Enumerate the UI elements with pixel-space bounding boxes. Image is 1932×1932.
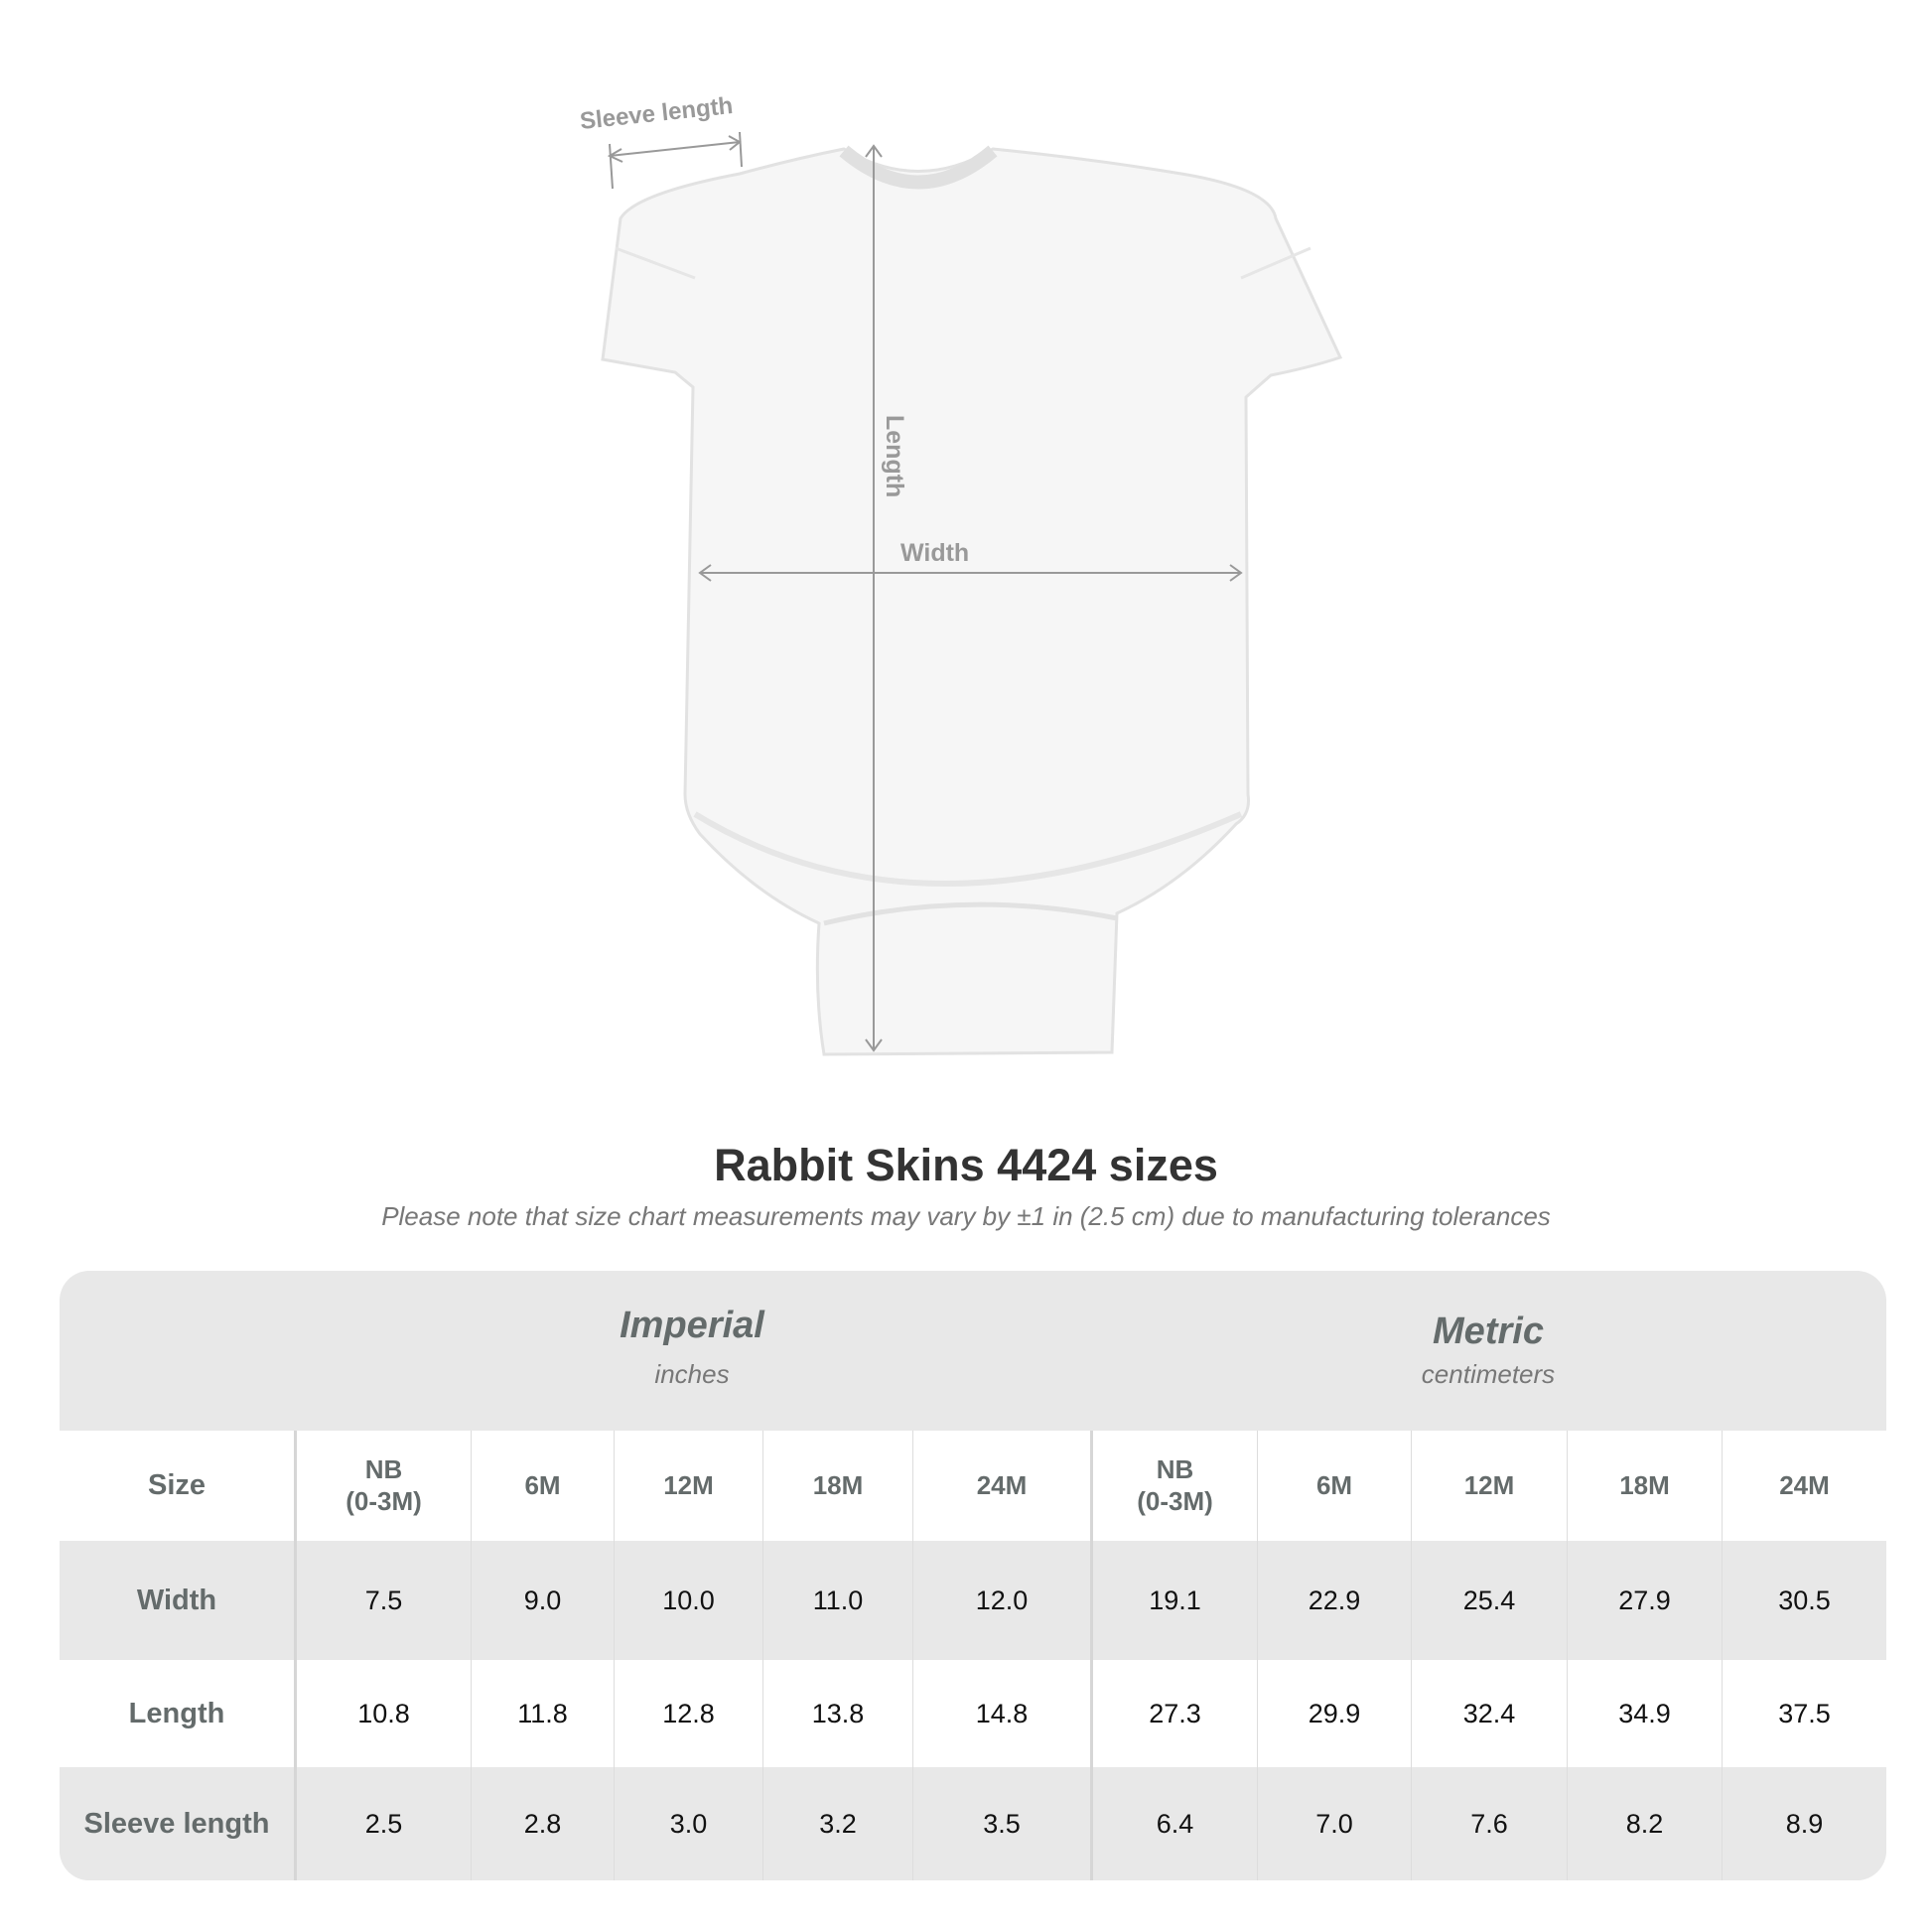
size-header-row: Size NB (0-3M) 6M 12M 18M 24M NB (0-3M) 6M 12M 18… <box>60 1431 1886 1541</box>
size-header-cell: 6M <box>1257 1431 1411 1541</box>
table-cell: 2.5 <box>294 1767 471 1880</box>
metric-title: Metric <box>1433 1311 1544 1352</box>
table-cell: 12.0 <box>912 1541 1090 1660</box>
size-header-cell: 6M <box>471 1431 614 1541</box>
table-cell: 10.8 <box>294 1660 471 1767</box>
table-cell: 7.6 <box>1411 1767 1567 1880</box>
table-cell: 25.4 <box>1411 1541 1567 1660</box>
table-cell: 34.9 <box>1567 1660 1722 1767</box>
imperial-header: Imperial inches <box>294 1271 1090 1431</box>
row-label: Length <box>128 1697 225 1729</box>
table-cell: 22.9 <box>1257 1541 1411 1660</box>
table-row-width: Width 7.5 9.0 10.0 11.0 12.0 19.1 22.9 25.4 27.9 3… <box>60 1541 1886 1660</box>
length-label: Length <box>881 415 908 497</box>
size-header-cell: 24M <box>912 1431 1090 1541</box>
table-cell: 32.4 <box>1411 1660 1567 1767</box>
page-title: Rabbit Skins 4424 sizes <box>714 1140 1218 1190</box>
table-cell: 8.2 <box>1567 1767 1722 1880</box>
table-cell: 11.8 <box>471 1660 614 1767</box>
table-cell: 3.2 <box>762 1767 912 1880</box>
table-cell: 7.5 <box>294 1541 471 1660</box>
row-label: Size <box>147 1469 207 1501</box>
length-arrow <box>865 144 883 1052</box>
table-cell: 7.0 <box>1257 1767 1411 1880</box>
table-cell: 10.0 <box>614 1541 762 1660</box>
table-cell: 13.8 <box>762 1660 912 1767</box>
size-header-cell: NB (0-3M) <box>294 1431 471 1541</box>
imperial-unit: inches <box>654 1359 730 1389</box>
onesie-illustration <box>601 145 1343 1056</box>
table-cell: 9.0 <box>471 1541 614 1660</box>
imperial-title: Imperial <box>620 1305 764 1346</box>
table-cell: 11.0 <box>762 1541 912 1660</box>
table-cell: 27.3 <box>1090 1660 1257 1767</box>
onesie-diagram: Sleeve length Length Width <box>579 92 1343 1056</box>
metric-unit: centimeters <box>1421 1359 1556 1389</box>
table-cell: 3.5 <box>912 1767 1090 1880</box>
table-row-length: Length 10.8 11.8 12.8 13.8 14.8 27.3 29.9 32.4 34… <box>60 1660 1886 1767</box>
table-cell: 29.9 <box>1257 1660 1411 1767</box>
table-cell: 8.9 <box>1722 1767 1886 1880</box>
size-header-cell: 18M <box>762 1431 912 1541</box>
table-cell: 37.5 <box>1722 1660 1886 1767</box>
table-cell: 3.0 <box>614 1767 762 1880</box>
sleeve-length-label: Sleeve length <box>579 92 735 135</box>
size-chart-table: Imperial inches Metric centimeters Size N… <box>60 1271 1886 1880</box>
metric-header: Metric centimeters <box>1090 1271 1886 1431</box>
size-header-cell: 12M <box>614 1431 762 1541</box>
tolerance-note: Please note that size chart measurements… <box>381 1201 1551 1231</box>
table-cell: 12.8 <box>614 1660 762 1767</box>
table-cell: 14.8 <box>912 1660 1090 1767</box>
table-cell: 19.1 <box>1090 1541 1257 1660</box>
table-cell: 6.4 <box>1090 1767 1257 1880</box>
size-header-cell: 18M <box>1567 1431 1722 1541</box>
sleeve-length-arrow <box>607 131 743 190</box>
table-cell: 2.8 <box>471 1767 614 1880</box>
table-cell: 30.5 <box>1722 1541 1886 1660</box>
size-header-cell: NB (0-3M) <box>1090 1431 1257 1541</box>
table-cell: 27.9 <box>1567 1541 1722 1660</box>
table-row-sleeve-length: Sleeve length 2.5 2.8 3.0 3.2 3.5 6.4 7.0 7.6 8.2… <box>60 1767 1886 1880</box>
width-arrow <box>698 564 1243 582</box>
size-header-cell: 24M <box>1722 1431 1886 1541</box>
row-label: Width <box>136 1584 217 1616</box>
row-label: Sleeve length <box>83 1807 270 1840</box>
width-label: Width <box>900 539 969 567</box>
size-header-cell: 12M <box>1411 1431 1567 1541</box>
